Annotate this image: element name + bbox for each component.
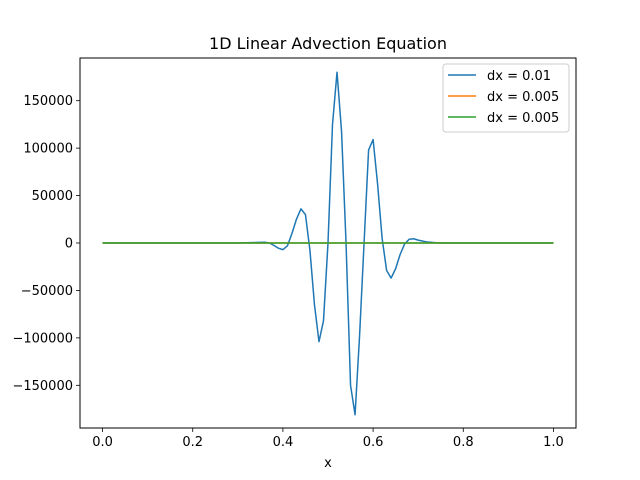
y-axis-ticks: −150000 −100000 −50000 0 50000 100000 150000 xyxy=(12,94,80,394)
x-tick-label: 0.4 xyxy=(273,435,294,450)
legend-box xyxy=(442,63,570,133)
legend: dx = 0.01 dx = 0.005 dx = 0.005 xyxy=(442,63,570,133)
legend-label-3: dx = 0.005 xyxy=(487,111,559,126)
legend-label-1: dx = 0.01 xyxy=(487,69,551,84)
y-tick-label: 100000 xyxy=(23,142,73,157)
y-tick-label: −50000 xyxy=(21,284,73,299)
plot-lines xyxy=(102,71,554,416)
x-axis-ticks: 0.0 0.2 0.4 0.6 0.8 1.0 xyxy=(92,428,564,450)
legend-label-2: dx = 0.005 xyxy=(487,90,559,105)
y-tick-label: −150000 xyxy=(12,379,73,394)
y-tick-label: 150000 xyxy=(23,94,73,109)
y-tick-label: 0 xyxy=(65,237,73,252)
y-tick-label: −100000 xyxy=(12,331,73,346)
plot-frame xyxy=(79,57,577,429)
x-tick-label: 1.0 xyxy=(543,435,564,450)
x-tick-label: 0.2 xyxy=(182,435,203,450)
x-axis-label: x xyxy=(324,456,332,471)
x-tick-label: 0.8 xyxy=(453,435,474,450)
x-tick-label: 0.6 xyxy=(363,435,384,450)
y-tick-label: 50000 xyxy=(32,189,73,204)
x-tick-label: 0.0 xyxy=(92,435,113,450)
chart-title: 1D Linear Advection Equation xyxy=(209,34,447,53)
